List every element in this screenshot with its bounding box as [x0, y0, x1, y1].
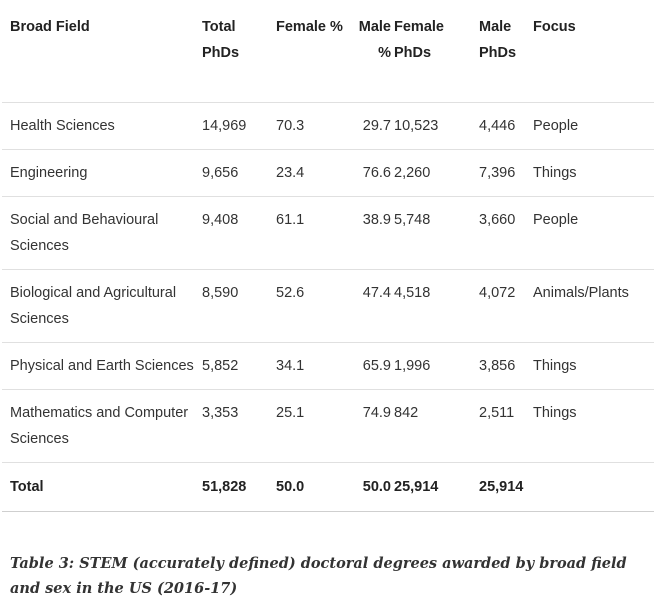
table-row: Engineering 9,656 23.4 76.6 2,260 7,396 …	[2, 149, 654, 197]
cell-female-phds: 842	[394, 389, 479, 463]
header-female-percent: Female %	[276, 4, 349, 103]
cell-male-percent: 47.4	[349, 269, 394, 343]
cell-male-percent: 65.9	[349, 342, 394, 390]
cell-total-phds: 9,656	[202, 149, 276, 197]
cell-male-percent: 29.7	[349, 102, 394, 150]
cell-focus: People	[533, 102, 654, 150]
table-row: Mathematics and Computer Sciences 3,353 …	[2, 389, 654, 463]
cell-total-phds: 9,408	[202, 196, 276, 270]
header-male-percent: Male %	[349, 4, 394, 103]
cell-female-percent: 25.1	[276, 389, 349, 463]
cell-female-percent: 23.4	[276, 149, 349, 197]
cell-broad-field: Health Sciences	[2, 102, 202, 150]
total-focus	[533, 462, 654, 512]
cell-female-phds: 1,996	[394, 342, 479, 390]
table-header-row: Broad Field Total PhDs Female % Male % F…	[2, 4, 654, 103]
total-female-phds: 25,914	[394, 462, 479, 512]
cell-total-phds: 8,590	[202, 269, 276, 343]
total-male-phds: 25,914	[479, 462, 533, 512]
cell-female-percent: 70.3	[276, 102, 349, 150]
cell-male-percent: 76.6	[349, 149, 394, 197]
cell-focus: Things	[533, 149, 654, 197]
cell-male-phds: 3,660	[479, 196, 533, 270]
cell-male-percent: 74.9	[349, 389, 394, 463]
cell-female-percent: 61.1	[276, 196, 349, 270]
cell-focus: People	[533, 196, 654, 270]
cell-female-phds: 10,523	[394, 102, 479, 150]
cell-female-phds: 2,260	[394, 149, 479, 197]
cell-male-phds: 2,511	[479, 389, 533, 463]
total-male-percent: 50.0	[349, 462, 394, 512]
table-caption: Table 3: STEM (accurately defined) docto…	[10, 555, 627, 597]
cell-broad-field: Physical and Earth Sciences	[2, 342, 202, 390]
total-label: Total	[2, 462, 202, 512]
cell-broad-field: Biological and Agricultural Sciences	[2, 269, 202, 343]
table-row: Social and Behavioural Sciences 9,408 61…	[2, 196, 654, 270]
cell-broad-field: Engineering	[2, 149, 202, 197]
header-broad-field: Broad Field	[2, 4, 202, 103]
cell-total-phds: 5,852	[202, 342, 276, 390]
table-row: Biological and Agricultural Sciences 8,5…	[2, 269, 654, 343]
cell-focus: Animals/Plants	[533, 269, 654, 343]
table-row: Physical and Earth Sciences 5,852 34.1 6…	[2, 342, 654, 390]
header-male-phds: Male PhDs	[479, 4, 533, 103]
cell-male-phds: 7,396	[479, 149, 533, 197]
header-female-phds: Female PhDs	[394, 4, 479, 103]
cell-male-phds: 3,856	[479, 342, 533, 390]
total-phds: 51,828	[202, 462, 276, 512]
header-focus: Focus	[533, 4, 654, 103]
total-female-percent: 50.0	[276, 462, 349, 512]
cell-total-phds: 14,969	[202, 102, 276, 150]
cell-male-phds: 4,072	[479, 269, 533, 343]
cell-female-phds: 4,518	[394, 269, 479, 343]
cell-focus: Things	[533, 342, 654, 390]
cell-broad-field: Mathematics and Computer Sciences	[2, 389, 202, 463]
cell-focus: Things	[533, 389, 654, 463]
cell-male-percent: 38.9	[349, 196, 394, 270]
header-total-phds: Total PhDs	[202, 4, 276, 103]
table-row: Health Sciences 14,969 70.3 29.7 10,523 …	[2, 102, 654, 150]
stem-phd-table: Broad Field Total PhDs Female % Male % F…	[2, 4, 654, 512]
table-total-row: Total 51,828 50.0 50.0 25,914 25,914	[2, 462, 654, 512]
cell-broad-field: Social and Behavioural Sciences	[2, 196, 202, 270]
cell-female-phds: 5,748	[394, 196, 479, 270]
cell-total-phds: 3,353	[202, 389, 276, 463]
cell-male-phds: 4,446	[479, 102, 533, 150]
cell-female-percent: 52.6	[276, 269, 349, 343]
cell-female-percent: 34.1	[276, 342, 349, 390]
